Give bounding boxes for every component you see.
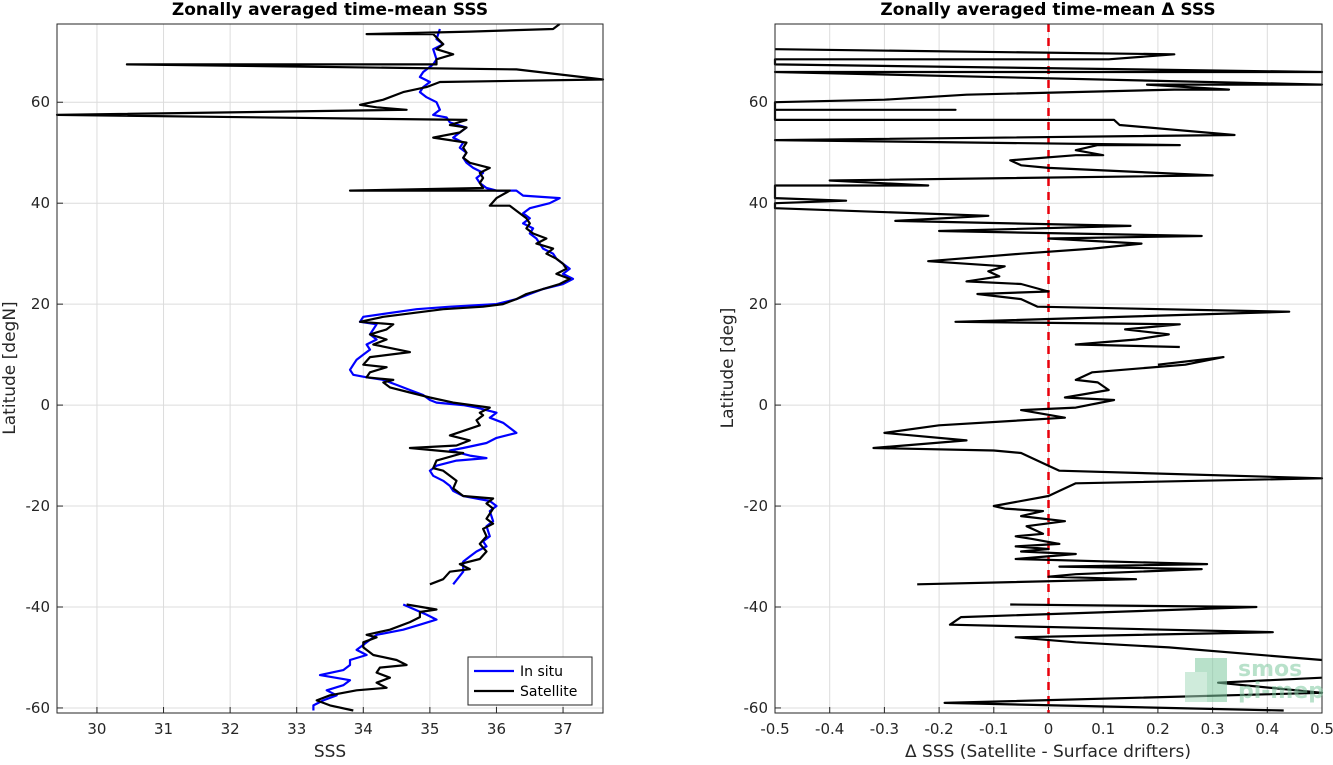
left-axes-box	[56, 23, 604, 714]
left-chart: Zonally averaged time-mean SSS 30 31 32 33 3…	[0, 0, 605, 762]
left-x-tick-label: 32	[221, 720, 240, 738]
right-y-tick-label: 60	[749, 93, 768, 111]
legend-label-in-situ: In situ	[520, 664, 563, 680]
right-chart-title: Zonally averaged time-mean Δ SSS	[880, 0, 1215, 20]
right-delta-sss-line	[948, 603, 1323, 662]
left-in-situ-line	[348, 28, 575, 585]
left-x-tick-label: 31	[154, 720, 173, 738]
right-axes-box	[774, 23, 1323, 714]
right-y-tick-label: -60	[744, 699, 769, 717]
right-x-tick-label: 0.3	[1201, 720, 1225, 738]
right-x-tick-label: 0.2	[1146, 720, 1170, 738]
left-y-tick-label: 60	[31, 93, 50, 111]
right-x-tick-label: -0.4	[815, 720, 844, 738]
left-satellite-line	[55, 23, 605, 586]
left-x-tick-label: 34	[354, 720, 373, 738]
left-tick-labels: 30 31 32 33 34 35 36 37 -60 -40 -20 0 20 40 60	[26, 93, 573, 738]
left-y-tick-label: -20	[26, 497, 51, 515]
left-satellite-line	[315, 603, 438, 712]
left-y-tick-label: 40	[31, 194, 50, 212]
right-x-tick-label: 0.4	[1255, 720, 1279, 738]
left-y-tick-label: 0	[40, 396, 50, 414]
right-delta-sss-line	[872, 356, 1324, 586]
left-x-tick-label: 30	[87, 720, 106, 738]
right-x-tick-label: -0.1	[979, 720, 1008, 738]
right-x-tick-label: -0.2	[924, 720, 953, 738]
right-y-tick-label: -40	[744, 598, 769, 616]
left-y-axis-label: Latitude [degN]	[0, 301, 20, 434]
right-x-tick-label: 0	[1044, 720, 1054, 738]
legend: In situ Satellite	[467, 656, 593, 706]
right-x-tick-label: 0.1	[1091, 720, 1115, 738]
left-y-tick-label: 20	[31, 295, 50, 313]
right-y-tick-label: 20	[749, 295, 768, 313]
left-x-tick-label: 35	[420, 720, 439, 738]
legend-box	[467, 656, 593, 706]
logo-text-pimep: pi-mep	[1238, 679, 1324, 704]
left-x-tick-label: 36	[487, 720, 506, 738]
right-y-tick-label: 0	[758, 396, 768, 414]
right-chart: Zonally averaged time-mean Δ SSS -0.5 -0.…	[718, 0, 1333, 762]
right-x-tick-label: -0.3	[870, 720, 899, 738]
left-x-tick-label: 33	[287, 720, 306, 738]
legend-label-satellite: Satellite	[520, 684, 577, 700]
left-x-tick-label: 37	[554, 720, 573, 738]
logo-text-smos: smos	[1238, 657, 1302, 682]
left-y-tick-label: -40	[26, 598, 51, 616]
left-x-axis-label: SSS	[314, 742, 346, 762]
right-y-axis-label: Latitude [deg]	[718, 308, 738, 429]
logo-mark-shade-icon	[1185, 672, 1207, 702]
right-x-tick-label: 0.5	[1310, 720, 1333, 738]
right-y-tick-label: 40	[749, 194, 768, 212]
left-y-tick-label: -60	[26, 699, 51, 717]
right-x-axis-label: Δ SSS (Satellite - Surface drifters)	[905, 742, 1191, 762]
left-grid	[57, 24, 603, 713]
smos-pimep-logo: smos pi-mep	[1185, 657, 1324, 704]
left-series	[55, 23, 605, 712]
right-tick-labels: -0.5 -0.4 -0.3 -0.2 -0.1 0 0.1 0.2 0.3 0.4 0.5 -60 -…	[744, 93, 1333, 738]
right-y-tick-label: -20	[744, 497, 769, 515]
left-chart-title: Zonally averaged time-mean SSS	[172, 0, 488, 20]
right-x-tick-label: -0.5	[760, 720, 789, 738]
right-delta-sss-line	[773, 48, 1324, 349]
